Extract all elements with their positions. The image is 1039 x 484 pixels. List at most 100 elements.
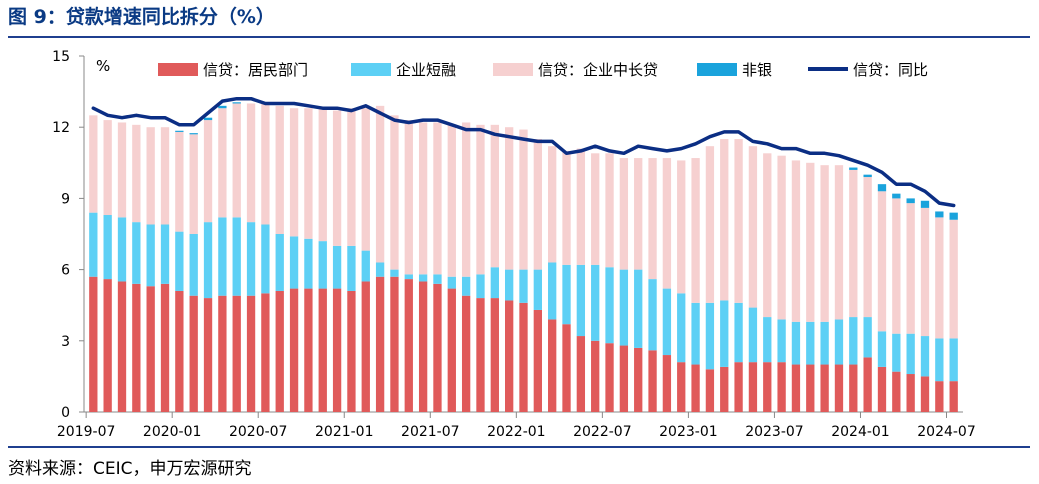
bar-segment-3: [218, 108, 227, 218]
bar-segment-1: [791, 364, 801, 412]
bar-segment-3: [433, 122, 442, 275]
bar-segment-1: [677, 362, 686, 412]
x-tick-label: 2021-01: [315, 424, 374, 440]
bar-segment-3: [849, 169, 858, 318]
bar-segment-3: [347, 108, 356, 246]
bar-segment-1: [304, 288, 313, 412]
bar-segment-2: [146, 224, 155, 287]
bar-segment-2: [863, 317, 872, 358]
bar-segment-2: [89, 212, 98, 277]
legend-item-4: 非银: [697, 61, 772, 79]
bar-segment-3: [203, 120, 213, 223]
bar-segment-3: [634, 158, 643, 270]
bar-segment-2: [920, 336, 930, 377]
bar-segment-3: [318, 108, 327, 242]
x-tick-label: 2023-07: [745, 424, 804, 440]
bar-segment-2: [935, 338, 944, 382]
bar-segment-3: [261, 103, 270, 225]
bar-segment-1: [763, 362, 772, 412]
bar-segment-2: [218, 217, 227, 296]
legend-item-2: 企业短融: [351, 61, 456, 79]
bar-segment-1: [390, 276, 399, 412]
y-unit-label: %: [96, 57, 110, 75]
bar-segment-1: [519, 302, 528, 412]
bar-segment-1: [203, 298, 213, 412]
bar-segment-1: [490, 298, 499, 412]
bar-segment-2: [648, 279, 657, 351]
x-tick-label: 2023-01: [659, 424, 718, 440]
bar-segment-1: [433, 283, 442, 412]
bar-segment-2: [103, 215, 112, 280]
bar-segment-3: [332, 110, 342, 246]
bar-segment-1: [404, 279, 413, 412]
bar-segment-1: [834, 364, 844, 412]
bar-segment-2: [404, 274, 413, 280]
bar-segment-4: [189, 133, 198, 135]
bar-segment-1: [175, 290, 184, 412]
y-tick-label: 9: [61, 191, 70, 207]
bar-segment-1: [863, 357, 872, 412]
bar-segment-1: [461, 295, 471, 412]
bar-segment-2: [705, 302, 715, 370]
bar-segment-4: [849, 167, 858, 170]
legend-item-1: 信贷：居民部门: [158, 61, 308, 79]
bar-segment-2: [806, 321, 815, 365]
bar-segment-2: [390, 269, 399, 277]
y-tick-label: 3: [61, 334, 70, 350]
bar-segment-1: [289, 288, 299, 412]
bar-segment-3: [476, 124, 485, 275]
bar-segment-1: [949, 381, 958, 412]
bar-segment-1: [146, 286, 155, 412]
bar-segment-1: [189, 295, 198, 412]
bar-segment-1: [691, 364, 700, 412]
bar-segment-1: [447, 288, 456, 412]
bar-segment-2: [763, 317, 772, 363]
bar-segment-2: [576, 264, 586, 337]
bar-segment-3: [89, 115, 98, 213]
bar-segment-1: [418, 281, 428, 412]
bar-segment-2: [361, 250, 370, 282]
bar-segment-2: [318, 241, 327, 289]
bar-segment-2: [476, 274, 485, 299]
title-divider: [8, 36, 1030, 38]
bar-segment-3: [591, 153, 600, 265]
figure-title: 图 9：贷款增速同比拆分（%）: [8, 6, 275, 28]
bar-segment-1: [246, 295, 256, 412]
bar-segment-2: [347, 245, 356, 291]
bar-segment-2: [418, 274, 428, 282]
bar-segment-1: [533, 309, 542, 412]
bar-segment-2: [261, 224, 270, 294]
bar-segment-3: [562, 150, 571, 265]
y-tick-label: 6: [61, 263, 70, 279]
bar-segment-3: [662, 158, 672, 289]
x-tick-label: 2024-07: [917, 424, 976, 440]
x-tick-label: 2021-07: [401, 424, 460, 440]
bar-segment-2: [160, 224, 170, 284]
bar-segment-3: [820, 165, 829, 322]
bar-segment-2: [777, 319, 786, 363]
bar-segment-1: [662, 355, 672, 412]
source-note: 资料来源：CEIC，申万宏源研究: [8, 459, 252, 479]
bar-segment-4: [877, 184, 887, 192]
bar-segment-3: [920, 207, 930, 337]
bar-segment-2: [949, 338, 958, 382]
bar-segment-1: [275, 290, 284, 412]
legend-label: 信贷：企业中长贷: [538, 61, 658, 79]
bar-segment-3: [677, 160, 686, 294]
bar-segment-3: [734, 139, 743, 303]
bar-segment-3: [275, 105, 284, 234]
legend: 信贷：居民部门 企业短融 信贷：企业中长贷 非银 信贷：同比: [158, 61, 928, 79]
bar-segment-4: [935, 211, 944, 218]
bar-segment-1: [318, 288, 327, 412]
bar-segment-3: [605, 153, 614, 268]
bar-segment-1: [935, 381, 944, 412]
bar-segment-3: [705, 146, 715, 303]
bar-series-group: [89, 102, 958, 412]
bar-segment-1: [261, 293, 270, 412]
bar-segment-1: [720, 366, 729, 412]
x-axis: 2019-07 2020-01 2020-07 2021-01 2021-07 2022-…: [57, 412, 976, 440]
bar-segment-2: [189, 234, 198, 296]
legend-label: 信贷：同比: [853, 61, 928, 79]
bar-segment-1: [476, 298, 485, 412]
